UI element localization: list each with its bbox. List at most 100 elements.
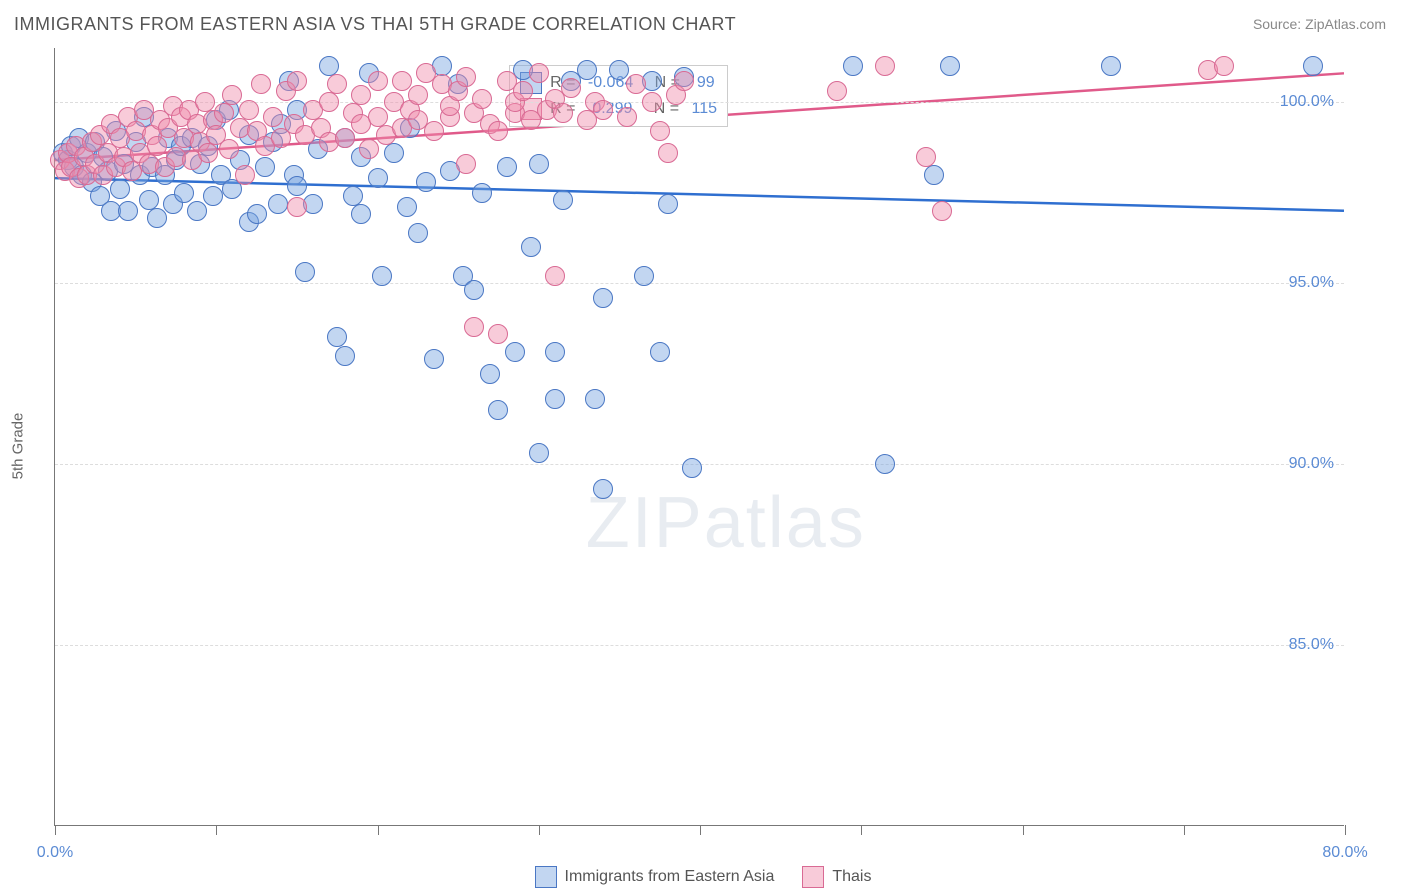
chart-plot-area: ZIPatlas R = -0.064 N = 99R = 0.299 N = … (54, 48, 1344, 826)
scatter-point-immigrants (464, 280, 484, 300)
scatter-point-immigrants (529, 443, 549, 463)
scatter-point-thais (214, 103, 234, 123)
scatter-point-immigrants (658, 194, 678, 214)
scatter-point-immigrants (187, 201, 207, 221)
legend-swatch-immigrants (535, 866, 557, 888)
scatter-point-thais (219, 139, 239, 159)
scatter-point-thais (424, 121, 444, 141)
scatter-point-immigrants (147, 208, 167, 228)
y-tick-label: 90.0% (1289, 455, 1334, 473)
scatter-point-immigrants (335, 346, 355, 366)
scatter-point-thais (235, 165, 255, 185)
scatter-point-thais (488, 121, 508, 141)
scatter-point-thais (368, 107, 388, 127)
scatter-point-thais (561, 78, 581, 98)
scatter-point-thais (368, 71, 388, 91)
scatter-point-immigrants (247, 204, 267, 224)
scatter-point-immigrants (372, 266, 392, 286)
scatter-point-immigrants (924, 165, 944, 185)
x-tick (700, 825, 701, 835)
scatter-point-thais (827, 81, 847, 101)
legend-label-immigrants: Immigrants from Eastern Asia (565, 868, 775, 886)
scatter-point-thais (335, 128, 355, 148)
scatter-point-thais (287, 71, 307, 91)
scatter-point-immigrants (488, 400, 508, 420)
x-tick (539, 825, 540, 835)
scatter-point-thais (545, 266, 565, 286)
scatter-point-immigrants (268, 194, 288, 214)
scatter-point-immigrants (940, 56, 960, 76)
scatter-point-immigrants (295, 262, 315, 282)
scatter-point-thais (195, 92, 215, 112)
scatter-point-immigrants (368, 168, 388, 188)
scatter-point-immigrants (875, 454, 895, 474)
scatter-point-immigrants (505, 342, 525, 362)
x-tick (1345, 825, 1346, 835)
scatter-point-immigrants (255, 157, 275, 177)
legend-swatch-thais (802, 866, 824, 888)
scatter-point-immigrants (593, 288, 613, 308)
scatter-point-immigrants (424, 349, 444, 369)
scatter-point-thais (456, 67, 476, 87)
scatter-point-immigrants (174, 183, 194, 203)
chart-header: IMMIGRANTS FROM EASTERN ASIA VS THAI 5TH… (0, 0, 1406, 48)
scatter-point-immigrants (351, 204, 371, 224)
scatter-point-immigrants (287, 176, 307, 196)
scatter-point-immigrants (480, 364, 500, 384)
scatter-point-immigrants (343, 186, 363, 206)
legend-label-thais: Thais (832, 868, 871, 886)
scatter-point-thais (456, 154, 476, 174)
scatter-point-immigrants (545, 389, 565, 409)
scatter-point-immigrants (1303, 56, 1323, 76)
scatter-point-immigrants (577, 60, 597, 80)
scatter-point-thais (392, 71, 412, 91)
series-legend: Immigrants from Eastern Asia Thais (0, 866, 1406, 888)
scatter-point-immigrants (843, 56, 863, 76)
x-tick (1023, 825, 1024, 835)
scatter-point-thais (932, 201, 952, 221)
scatter-point-thais (251, 74, 271, 94)
scatter-point-thais (359, 139, 379, 159)
scatter-point-immigrants (416, 172, 436, 192)
y-tick-label: 100.0% (1280, 93, 1334, 111)
scatter-point-thais (529, 63, 549, 83)
scatter-point-immigrants (634, 266, 654, 286)
scatter-point-thais (875, 56, 895, 76)
legend-item-immigrants: Immigrants from Eastern Asia (535, 866, 775, 888)
chart-title: IMMIGRANTS FROM EASTERN ASIA VS THAI 5TH… (14, 14, 736, 35)
scatter-point-thais (319, 92, 339, 112)
scatter-point-thais (916, 147, 936, 167)
scatter-point-thais (198, 143, 218, 163)
scatter-point-immigrants (545, 342, 565, 362)
scatter-point-immigrants (585, 389, 605, 409)
scatter-point-thais (327, 74, 347, 94)
scatter-point-thais (464, 317, 484, 337)
scatter-point-thais (513, 81, 533, 101)
scatter-point-thais (674, 71, 694, 91)
x-tick-label: 0.0% (37, 844, 73, 862)
x-tick (55, 825, 56, 835)
x-tick (1184, 825, 1185, 835)
legend-item-thais: Thais (802, 866, 871, 888)
scatter-point-immigrants (319, 56, 339, 76)
scatter-point-thais (553, 103, 573, 123)
scatter-point-thais (472, 89, 492, 109)
scatter-point-immigrants (139, 190, 159, 210)
scatter-point-immigrants (408, 223, 428, 243)
y-axis-title: 5th Grade (10, 413, 27, 480)
scatter-point-thais (287, 197, 307, 217)
scatter-point-immigrants (529, 154, 549, 174)
scatter-point-thais (1214, 56, 1234, 76)
grid-line-h (55, 283, 1344, 284)
scatter-point-immigrants (327, 327, 347, 347)
scatter-point-thais (222, 85, 242, 105)
scatter-point-thais (593, 100, 613, 120)
scatter-point-immigrants (650, 342, 670, 362)
x-tick (216, 825, 217, 835)
x-tick (378, 825, 379, 835)
scatter-point-thais (658, 143, 678, 163)
scatter-point-thais (263, 107, 283, 127)
scatter-point-immigrants (497, 157, 517, 177)
x-tick-label: 80.0% (1322, 844, 1367, 862)
chart-source: Source: ZipAtlas.com (1253, 16, 1386, 32)
